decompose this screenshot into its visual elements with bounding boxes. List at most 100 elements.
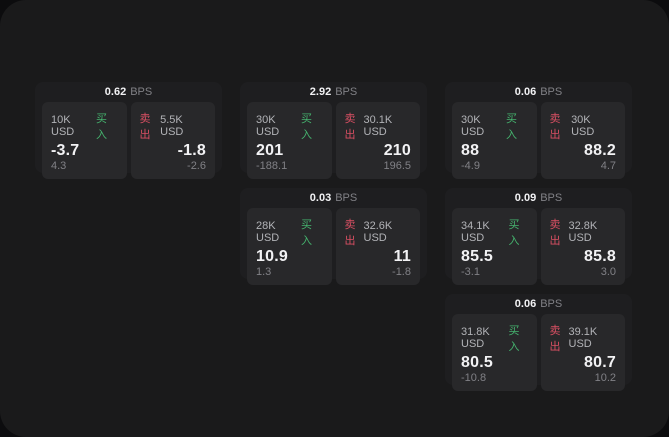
- sell-size-label: 39.1K USD: [568, 326, 598, 350]
- sell-price: 85.8: [584, 248, 616, 265]
- bps-unit-label: BPS: [540, 192, 563, 204]
- sell-price: 11: [393, 248, 411, 265]
- buy-price: 201: [256, 142, 284, 159]
- sell-delta: 10.2: [594, 372, 616, 384]
- sell-delta: -1.8: [392, 266, 411, 278]
- sell-quote-panel[interactable]: 卖出 30K USD 88.2 4.7: [540, 102, 625, 179]
- sell-delta: 4.7: [600, 160, 616, 172]
- sell-price: 80.7: [584, 354, 616, 371]
- buy-size-label: 30K USD: [461, 114, 485, 138]
- buy-delta: -4.9: [461, 160, 480, 172]
- quote-panels: 34.1K USD 买入 85.5 -3.1 卖出 32.8K USD 85.8…: [452, 208, 625, 285]
- sell-quote-panel[interactable]: 卖出 30.1K USD 210 196.5: [335, 102, 420, 179]
- buy-size-label: 31.8K USD: [461, 326, 490, 350]
- quote-panels: 30K USD 买入 201 -188.1 卖出 30.1K USD 210 1…: [247, 102, 420, 179]
- bps-value: 2.92: [309, 86, 332, 98]
- sell-panel-header: 卖出 32.6K USD: [345, 216, 412, 248]
- buy-tag: 买入: [300, 219, 312, 247]
- sell-quote-panel[interactable]: 卖出 32.6K USD 11 -1.8: [335, 208, 420, 285]
- buy-quote-panel[interactable]: 30K USD 买入 201 -188.1: [247, 102, 332, 179]
- bps-unit-label: BPS: [335, 86, 358, 98]
- sell-tag: 卖出: [139, 113, 151, 141]
- buy-tag: 买入: [508, 325, 520, 353]
- buy-quote-panel[interactable]: 28K USD 买入 10.9 1.3: [247, 208, 332, 285]
- buy-price: 88: [461, 142, 480, 159]
- buy-panel-header: 28K USD 买入: [256, 216, 323, 248]
- card-header: 0.09 BPS: [452, 188, 625, 208]
- bps-unit-label: BPS: [540, 298, 563, 310]
- bps-value: 0.03: [309, 192, 332, 204]
- quote-card: 0.06 BPS 31.8K USD 买入 80.5 -10.8 卖出 39.1…: [445, 294, 632, 391]
- buy-quote-panel[interactable]: 30K USD 买入 88 -4.9: [452, 102, 537, 179]
- sell-price: 210: [383, 142, 411, 159]
- card-header: 0.06 BPS: [452, 294, 625, 314]
- buy-panel-header: 30K USD 买入: [461, 110, 528, 142]
- card-header: 0.03 BPS: [247, 188, 420, 208]
- buy-delta: -3.1: [461, 266, 480, 278]
- bps-unit-label: BPS: [130, 86, 153, 98]
- sell-price: -1.8: [177, 142, 206, 159]
- buy-price: 10.9: [256, 248, 288, 265]
- sell-size-label: 30.1K USD: [363, 114, 393, 138]
- bps-value: 0.06: [514, 86, 537, 98]
- sell-panel-header: 卖出 30K USD: [550, 110, 617, 142]
- buy-quote-panel[interactable]: 31.8K USD 买入 80.5 -10.8: [452, 314, 537, 391]
- sell-panel-header: 卖出 32.8K USD: [550, 216, 617, 248]
- sell-panel-header: 卖出 39.1K USD: [550, 322, 617, 354]
- sell-size-label: 32.6K USD: [363, 220, 393, 244]
- buy-panel-header: 10K USD 买入: [51, 110, 118, 142]
- buy-delta: 4.3: [51, 160, 67, 172]
- sell-delta: -2.6: [187, 160, 206, 172]
- buy-price: 85.5: [461, 248, 493, 265]
- buy-quote-panel[interactable]: 34.1K USD 买入 85.5 -3.1: [452, 208, 537, 285]
- buy-size-label: 10K USD: [51, 114, 75, 138]
- buy-delta: -10.8: [461, 372, 487, 384]
- buy-delta: -188.1: [256, 160, 288, 172]
- cards-grid: 0.62 BPS 10K USD 买入 -3.7 4.3 卖出 5.5K USD…: [35, 82, 632, 391]
- buy-tag: 买入: [95, 113, 107, 141]
- sell-quote-panel[interactable]: 卖出 39.1K USD 80.7 10.2: [540, 314, 625, 391]
- quote-panels: 28K USD 买入 10.9 1.3 卖出 32.6K USD 11 -1.8: [247, 208, 420, 285]
- sell-delta: 3.0: [600, 266, 616, 278]
- sell-panel-header: 卖出 30.1K USD: [345, 110, 412, 142]
- bps-unit-label: BPS: [540, 86, 563, 98]
- buy-size-label: 30K USD: [256, 114, 280, 138]
- sell-tag: 卖出: [549, 113, 561, 141]
- quote-panels: 30K USD 买入 88 -4.9 卖出 30K USD 88.2 4.7: [452, 102, 625, 179]
- buy-panel-header: 34.1K USD 买入: [461, 216, 528, 248]
- quote-panels: 31.8K USD 买入 80.5 -10.8 卖出 39.1K USD 80.…: [452, 314, 625, 391]
- buy-tag: 买入: [508, 219, 520, 247]
- sell-tag: 卖出: [549, 219, 561, 247]
- buy-delta: 1.3: [256, 266, 272, 278]
- quote-card: 2.92 BPS 30K USD 买入 201 -188.1 卖出 30.1K …: [240, 82, 427, 179]
- buy-size-label: 28K USD: [256, 220, 280, 244]
- card-header: 0.06 BPS: [452, 82, 625, 102]
- quote-card: 0.09 BPS 34.1K USD 买入 85.5 -3.1 卖出 32.8K…: [445, 188, 632, 285]
- card-header: 0.62 BPS: [42, 82, 215, 102]
- sell-price: 88.2: [584, 142, 616, 159]
- sell-quote-panel[interactable]: 卖出 32.8K USD 85.8 3.0: [540, 208, 625, 285]
- buy-tag: 买入: [505, 113, 517, 141]
- card-header: 2.92 BPS: [247, 82, 420, 102]
- buy-panel-header: 31.8K USD 买入: [461, 322, 528, 354]
- sell-tag: 卖出: [344, 219, 356, 247]
- quote-card: 0.62 BPS 10K USD 买入 -3.7 4.3 卖出 5.5K USD…: [35, 82, 222, 179]
- bps-unit-label: BPS: [335, 192, 358, 204]
- buy-tag: 买入: [300, 113, 312, 141]
- sell-size-label: 5.5K USD: [160, 114, 184, 138]
- bps-value: 0.06: [514, 298, 537, 310]
- sell-quote-panel[interactable]: 卖出 5.5K USD -1.8 -2.6: [130, 102, 215, 179]
- quote-card: 0.03 BPS 28K USD 买入 10.9 1.3 卖出 32.6K US…: [240, 188, 427, 285]
- bps-value: 0.62: [104, 86, 127, 98]
- buy-quote-panel[interactable]: 10K USD 买入 -3.7 4.3: [42, 102, 127, 179]
- quote-panels: 10K USD 买入 -3.7 4.3 卖出 5.5K USD -1.8 -2.…: [42, 102, 215, 179]
- quote-card: 0.06 BPS 30K USD 买入 88 -4.9 卖出 30K USD 8…: [445, 82, 632, 179]
- sell-tag: 卖出: [549, 325, 561, 353]
- buy-size-label: 34.1K USD: [461, 220, 490, 244]
- sell-delta: 196.5: [383, 160, 411, 172]
- sell-size-label: 30K USD: [571, 114, 595, 138]
- bps-value: 0.09: [514, 192, 537, 204]
- sell-panel-header: 卖出 5.5K USD: [140, 110, 207, 142]
- buy-panel-header: 30K USD 买入: [256, 110, 323, 142]
